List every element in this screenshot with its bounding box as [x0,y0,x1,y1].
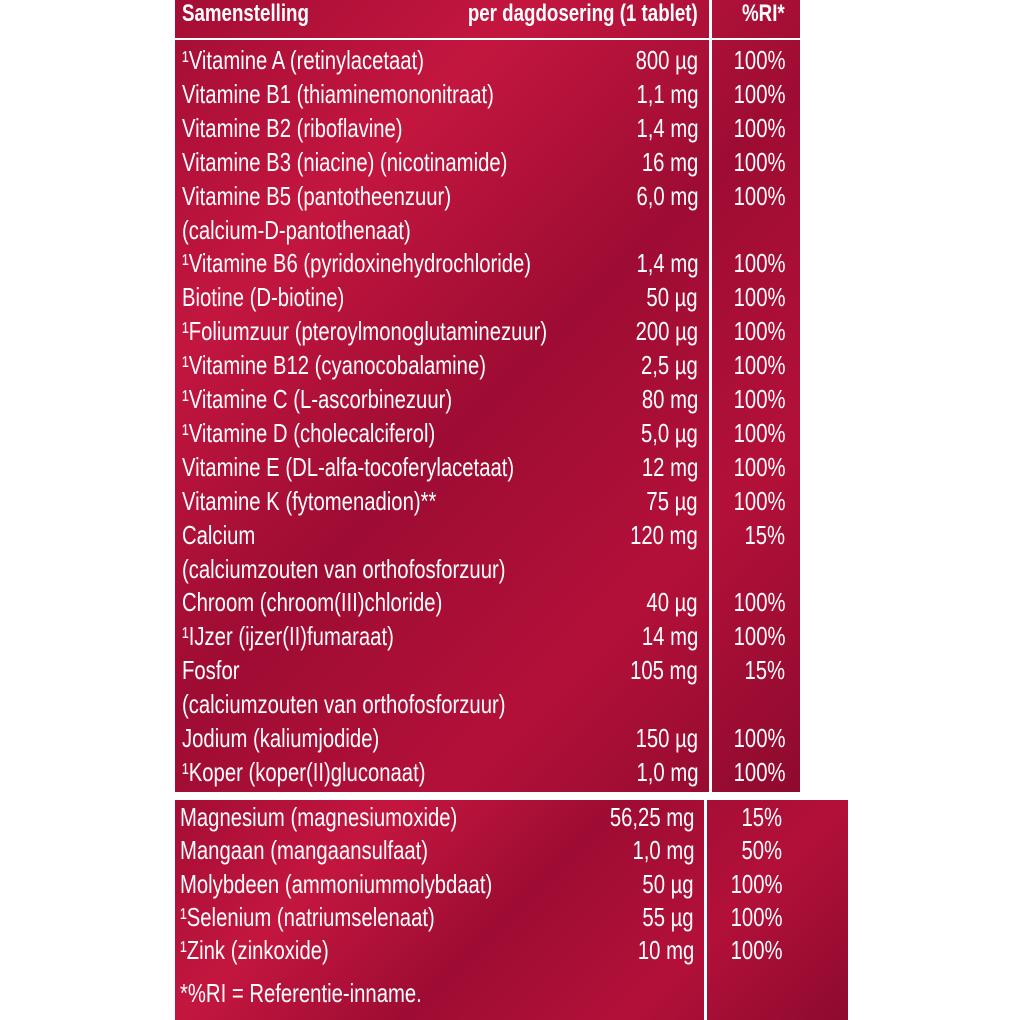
nutrient-name: ¹Selenium (natriumselenaat) [180,901,435,932]
amount: 200 µg [635,316,698,347]
bottom-panel [175,800,848,1020]
amount: 16 mg [641,146,698,177]
nutrient-name: Chroom (chroom(III)chloride) [182,587,443,618]
nutrient-name: Vitamine B3 (niacine) (nicotinamide) [182,146,508,177]
nutrient-name: Vitamine B1 (thiaminemononitraat) [182,78,494,109]
ri-value: 15% [741,802,782,832]
header-cell: %RI* [742,0,785,27]
ri-value: 100% [733,417,785,448]
nutrient-name: (calciumzouten van orthofosforzuur) [182,553,506,584]
ri-value: 100% [730,935,782,966]
amount: 55 µg [642,901,694,932]
amount: 1,0 mg [635,756,698,787]
nutrient-name: ¹Foliumzuur (pteroylmonoglutaminezuur) [182,316,548,347]
nutrient-name: Molybdeen (ammoniummolybdaat) [180,868,493,899]
column-rule [704,800,707,1020]
footnote: *%RI = Referentie-inname. [180,978,422,1008]
nutrient-name: ¹Vitamine A (retinylacetaat) [182,45,424,75]
amount: 1,1 mg [635,78,698,109]
amount: 56,25 mg [609,802,694,832]
header-rule [175,38,800,40]
ri-value: 15% [744,519,785,550]
nutrient-name: ¹Vitamine D (cholecalciferol) [182,417,436,448]
nutrient-name: Mangaan (mangaansulfaat) [180,835,429,866]
ri-value: 100% [733,282,785,313]
amount: 1,4 mg [635,112,698,143]
amount: 120 mg [630,519,698,550]
ri-value: 100% [733,621,785,652]
nutrient-name: ¹Koper (koper(II)gluconaat) [182,756,426,787]
column-rule [709,0,712,792]
amount: 50 µg [646,282,698,313]
amount: 105 mg [630,655,698,686]
ri-value: 100% [730,901,782,932]
ri-value: 100% [733,350,785,381]
nutrient-name: Magnesium (magnesiumoxide) [180,802,458,832]
ri-value: 100% [733,112,785,143]
amount: 5,0 µg [641,417,698,448]
nutrient-name: Fosfor [182,655,240,686]
amount: 2,5 µg [641,350,698,381]
ri-value: 100% [733,146,785,177]
nutrient-name: Vitamine B5 (pantotheenzuur) [182,180,452,211]
nutrient-name: ¹Zink (zinkoxide) [180,935,329,966]
header-cell: per dagdosering (1 tablet) [468,0,698,27]
nutrient-name: (calcium-D-pantothenaat) [182,214,411,245]
nutrient-name: Calcium [182,519,256,550]
amount: 800 µg [635,45,698,75]
amount: 80 mg [641,384,698,414]
amount: 6,0 mg [635,180,698,211]
ri-value: 100% [730,868,782,899]
nutrient-name: ¹IJzer (ijzer(II)fumaraat) [182,621,394,652]
nutrient-name: ¹Vitamine B12 (cyanocobalamine) [182,350,486,381]
amount: 12 mg [641,451,698,482]
nutrient-name: Biotine (D-biotine) [182,282,345,313]
amount: 1,4 mg [635,248,698,279]
amount: 150 µg [635,723,698,753]
amount: 75 µg [646,485,698,516]
ri-value: 100% [733,485,785,516]
ri-value: 100% [733,78,785,109]
amount: 14 mg [641,621,698,652]
ri-value: 100% [733,45,785,75]
amount: 1,0 mg [631,835,694,866]
amount: 40 µg [646,587,698,618]
nutrient-name: ¹Vitamine C (L-ascorbinezuur) [182,384,453,414]
ri-value: 100% [733,756,785,787]
ri-value: 100% [733,384,785,414]
header-cell: Samenstelling [182,0,309,27]
ri-value: 15% [744,655,785,686]
nutrient-name: Vitamine K (fytomenadion)** [182,485,437,516]
nutrient-name: Vitamine B2 (riboflavine) [182,112,403,143]
ri-value: 100% [733,180,785,211]
ri-value: 100% [733,248,785,279]
nutrient-name: ¹Vitamine B6 (pyridoxinehydrochloride) [182,248,532,279]
ri-value: 100% [733,316,785,347]
nutrient-name: Jodium (kaliumjodide) [182,723,380,753]
amount: 50 µg [642,868,694,899]
top-panel [175,0,800,792]
ri-value: 100% [733,587,785,618]
nutrient-name: (calciumzouten van orthofosforzuur) [182,689,506,720]
ri-value: 100% [733,451,785,482]
amount: 10 mg [637,935,694,966]
ri-value: 100% [733,723,785,753]
nutrient-name: Vitamine E (DL-alfa-tocoferylacetaat) [182,451,515,482]
ri-value: 50% [741,835,782,866]
